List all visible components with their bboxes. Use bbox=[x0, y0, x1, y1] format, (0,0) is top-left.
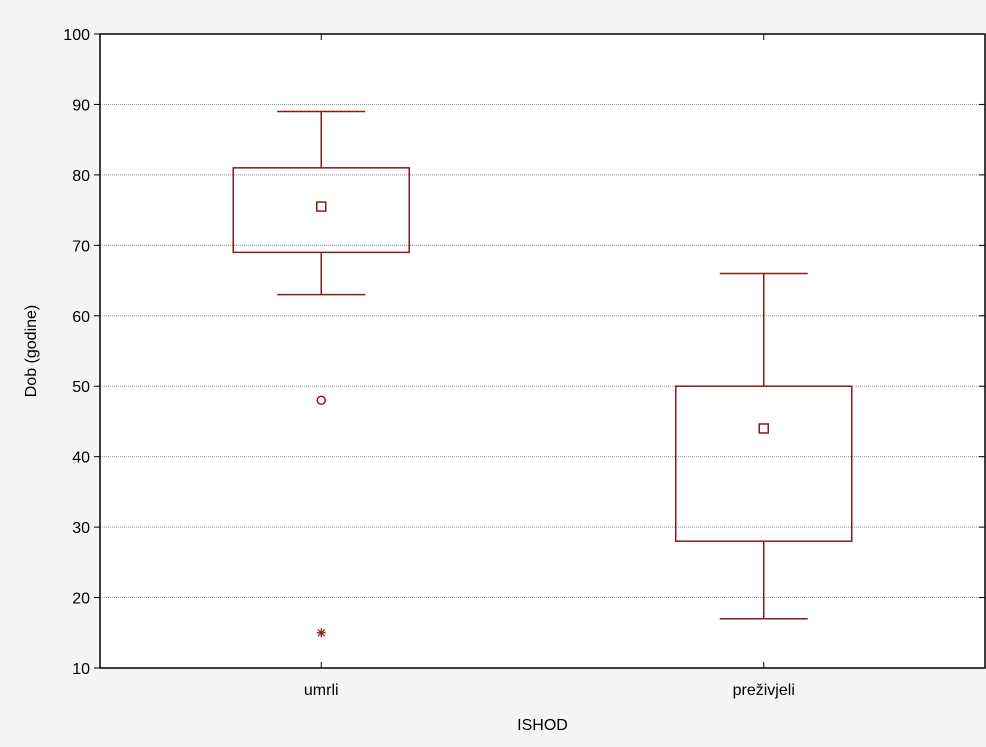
outlier-point bbox=[316, 395, 326, 406]
x-tick-label: umrli bbox=[304, 682, 339, 699]
y-tick-label: 70 bbox=[72, 238, 90, 255]
x-tick-label: preživjeli bbox=[733, 682, 795, 699]
y-tick-label: 40 bbox=[72, 450, 90, 467]
plot-area bbox=[100, 34, 985, 668]
box-group-2 bbox=[675, 272, 853, 620]
y-tick-label: 90 bbox=[72, 97, 90, 114]
y-axis-title: Dob (godine) bbox=[23, 305, 40, 398]
box-rect bbox=[675, 385, 853, 542]
y-tick-label: 50 bbox=[72, 379, 90, 396]
center-marker bbox=[758, 423, 769, 434]
y-tick-label: 20 bbox=[72, 591, 90, 608]
box-rect bbox=[232, 167, 410, 254]
extreme-stroke bbox=[317, 628, 326, 637]
y-tick-label: 100 bbox=[63, 27, 90, 44]
extreme-point bbox=[316, 628, 326, 638]
center-marker bbox=[316, 201, 327, 212]
box-group-1 bbox=[232, 110, 410, 638]
y-tick-label: 80 bbox=[72, 168, 90, 185]
x-axis-title: ISHOD bbox=[517, 717, 568, 734]
y-tick-label: 30 bbox=[72, 520, 90, 537]
y-tick-label: 60 bbox=[72, 309, 90, 326]
y-tick-label: 10 bbox=[72, 661, 90, 678]
plot-frame bbox=[99, 33, 986, 669]
